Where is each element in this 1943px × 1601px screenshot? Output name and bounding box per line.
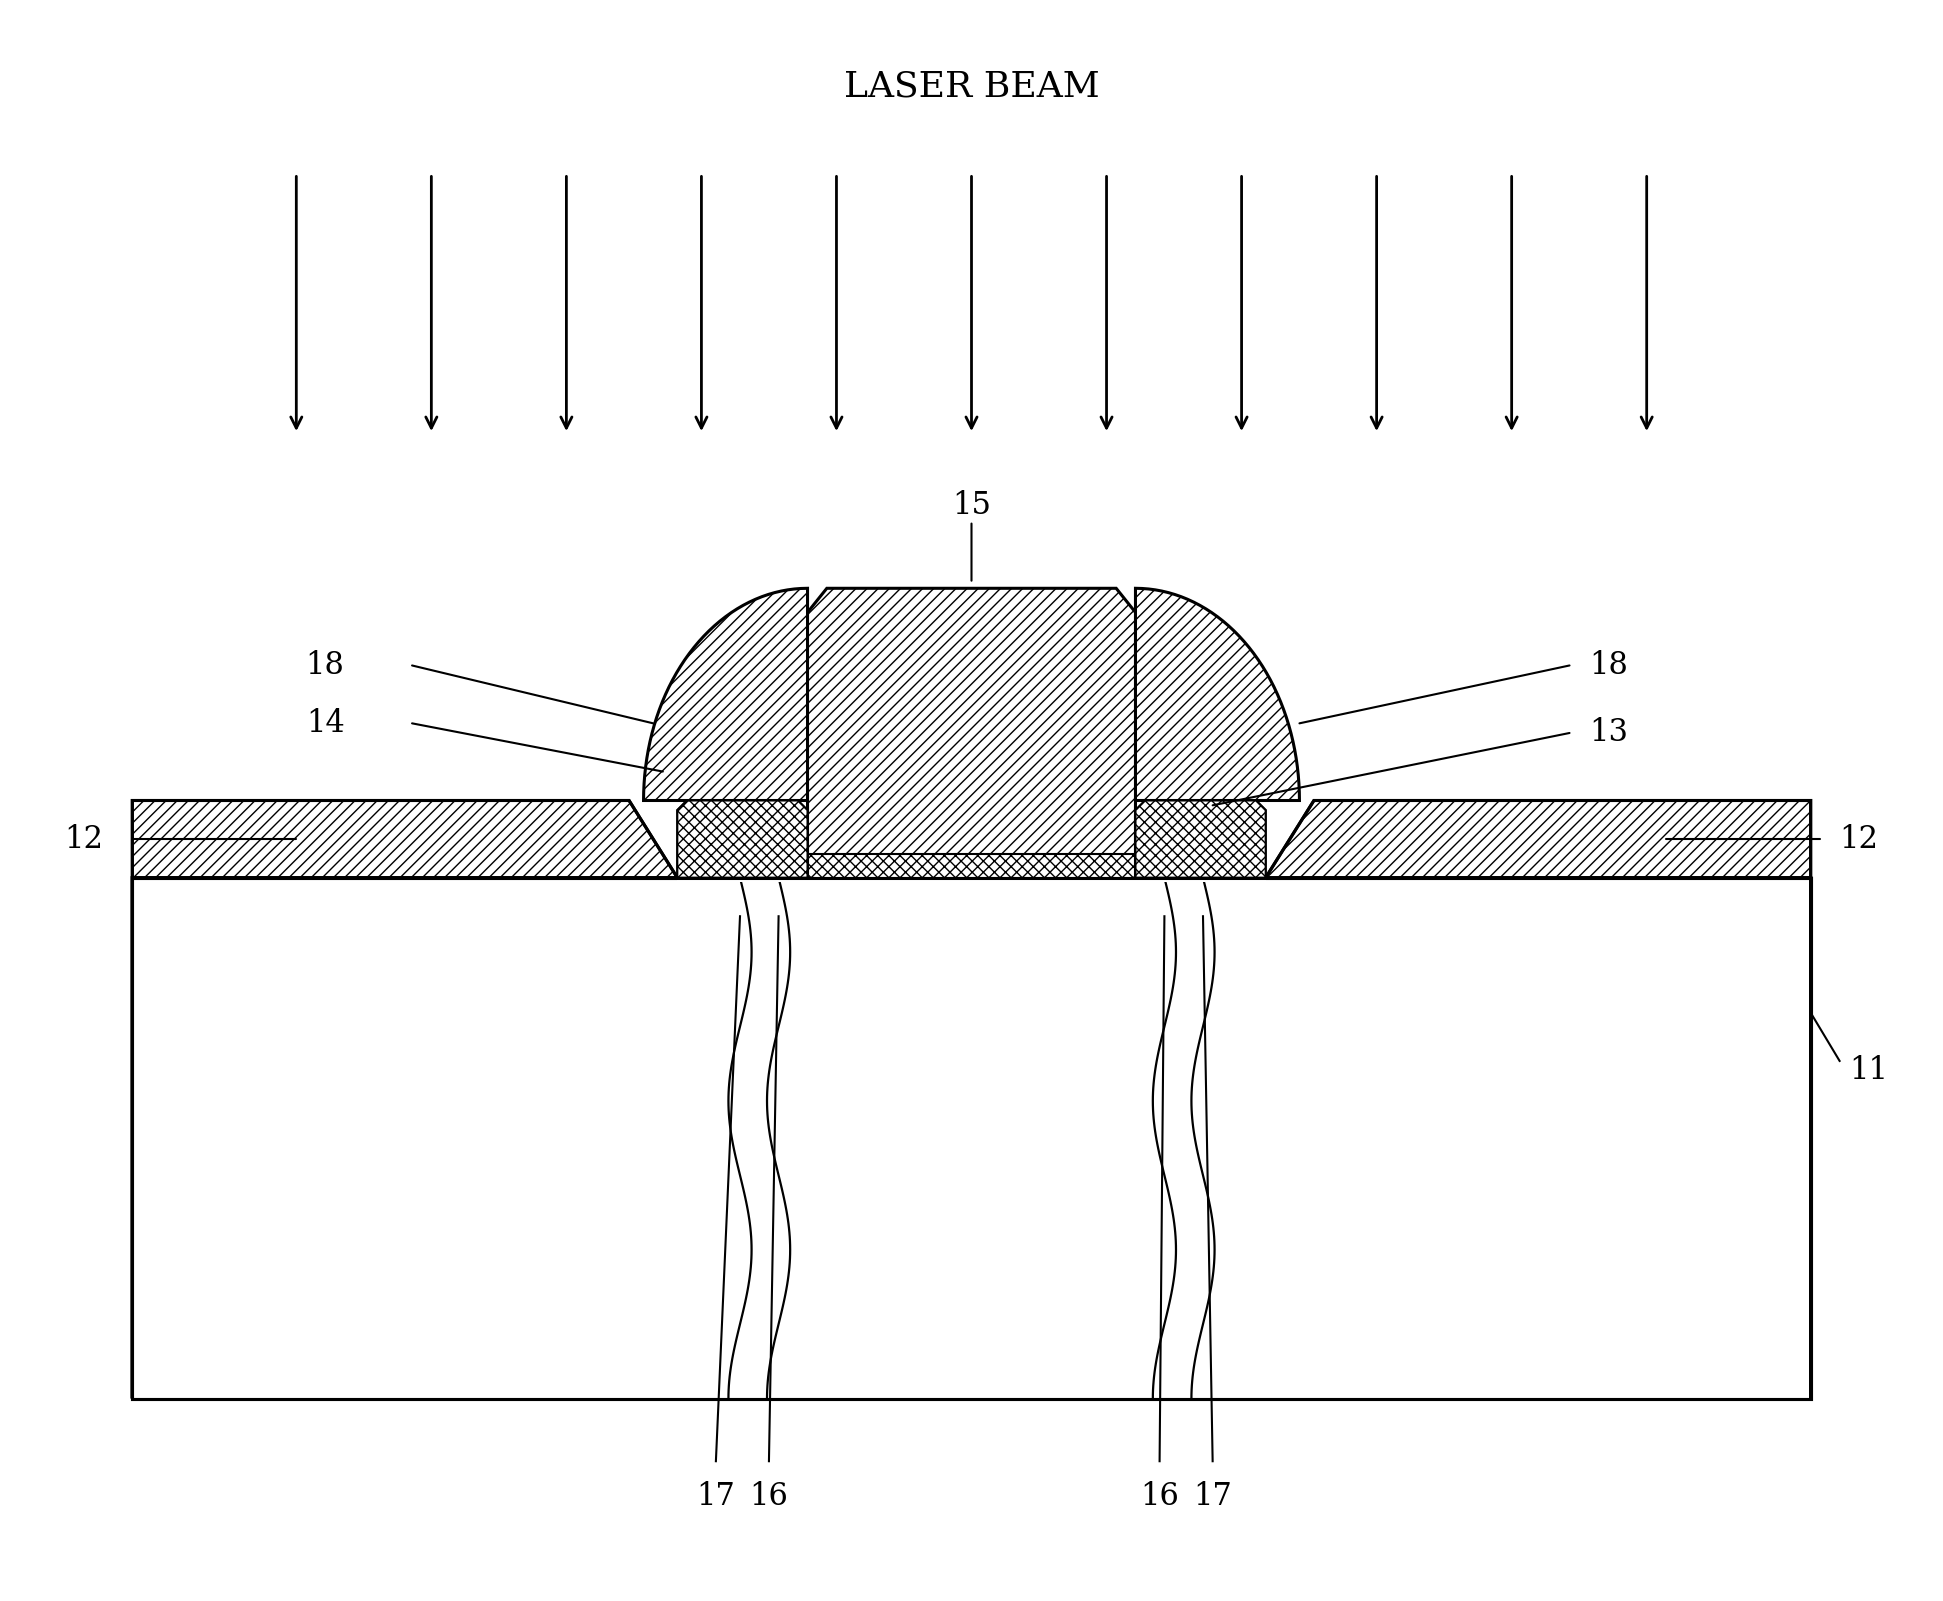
Text: 11: 11 xyxy=(1850,1055,1889,1085)
Polygon shape xyxy=(1135,800,1265,877)
Polygon shape xyxy=(1135,800,1265,877)
Polygon shape xyxy=(1135,588,1300,800)
Polygon shape xyxy=(808,853,1135,877)
Text: 12: 12 xyxy=(64,823,103,855)
Text: LASER BEAM: LASER BEAM xyxy=(843,70,1100,104)
Text: 14: 14 xyxy=(305,708,344,738)
Polygon shape xyxy=(678,800,808,877)
Polygon shape xyxy=(808,588,1135,877)
Text: 18: 18 xyxy=(305,650,344,680)
Polygon shape xyxy=(643,588,808,800)
Text: 13: 13 xyxy=(1589,717,1628,749)
Text: 15: 15 xyxy=(952,490,991,520)
Polygon shape xyxy=(132,877,1811,1399)
Polygon shape xyxy=(678,800,808,877)
Polygon shape xyxy=(808,853,1135,877)
Text: 16: 16 xyxy=(750,1481,789,1511)
Polygon shape xyxy=(132,800,678,1399)
Polygon shape xyxy=(1265,800,1811,1399)
Polygon shape xyxy=(678,877,1265,882)
Text: 12: 12 xyxy=(1840,823,1879,855)
Text: 17: 17 xyxy=(696,1481,734,1511)
Text: 16: 16 xyxy=(1141,1481,1179,1511)
Text: 17: 17 xyxy=(1193,1481,1232,1511)
Text: 18: 18 xyxy=(1589,650,1628,680)
